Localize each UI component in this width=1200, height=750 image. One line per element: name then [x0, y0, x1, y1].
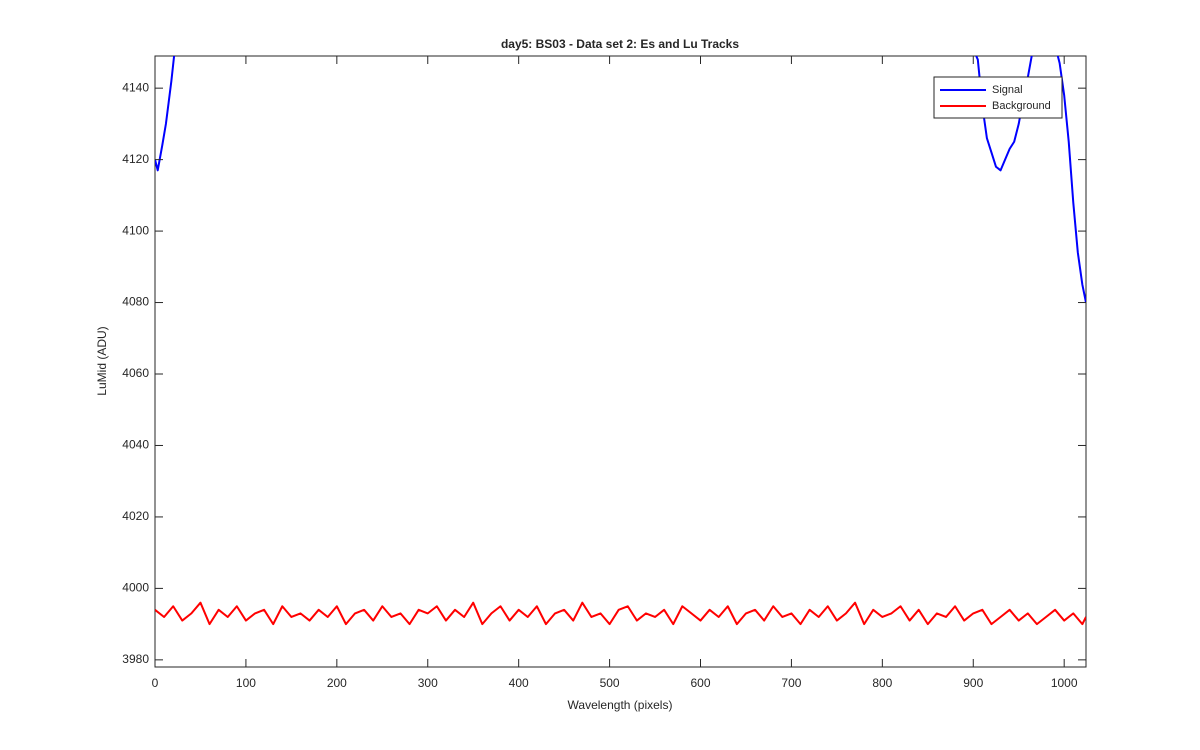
y-tick-label: 4060 [122, 366, 149, 380]
x-tick-label: 800 [872, 676, 892, 690]
y-tick-label: 4020 [122, 509, 149, 523]
x-axis-label: Wavelength (pixels) [568, 698, 673, 712]
y-axis-label: LuMid (ADU) [95, 326, 109, 395]
y-tick-label: 4000 [122, 581, 149, 595]
x-tick-label: 1000 [1051, 676, 1078, 690]
legend: Signal Background [933, 76, 1063, 119]
plot-area [154, 55, 1087, 668]
x-tick-label: 300 [418, 676, 438, 690]
x-tick-label: 0 [152, 676, 159, 690]
x-tick-label: 200 [327, 676, 347, 690]
x-tick-label: 400 [509, 676, 529, 690]
y-tick-label: 4100 [122, 223, 149, 237]
legend-box [933, 76, 1063, 119]
y-tick-label: 3980 [122, 652, 149, 666]
x-tick-label: 100 [236, 676, 256, 690]
chart-title: day5: BS03 - Data set 2: Es and Lu Track… [501, 37, 739, 51]
series-line [155, 601, 1086, 626]
x-tick-label: 900 [963, 676, 983, 690]
y-tick-label: 4080 [122, 295, 149, 309]
x-tick-label: 600 [690, 676, 710, 690]
x-tick-label: 700 [781, 676, 801, 690]
y-tick-label: 4040 [122, 438, 149, 452]
y-tick-label: 4140 [122, 80, 149, 94]
y-tick-label: 4120 [122, 152, 149, 166]
legend-label: Background [992, 100, 1051, 112]
legend-label: Signal [992, 84, 1023, 96]
x-tick-label: 500 [600, 676, 620, 690]
